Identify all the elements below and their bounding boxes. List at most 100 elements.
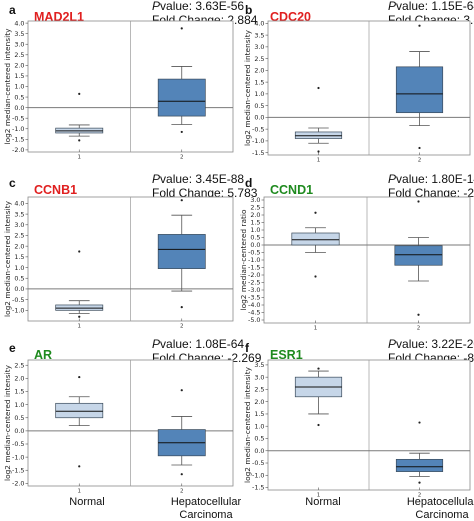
outlier-point [314, 211, 317, 214]
box-iqr [394, 245, 443, 266]
gene-name: CCNB1 [34, 183, 77, 197]
gene-name: AR [34, 348, 52, 362]
y-tick-label: 1.0 [254, 90, 264, 98]
y-tick-label: 0.0 [254, 447, 264, 455]
box-2 [157, 389, 206, 476]
outlier-point [314, 275, 317, 278]
p-value-text: value: 3.45E-88 [160, 172, 244, 186]
y-tick-label: -1.0 [12, 453, 24, 461]
p-label: P [388, 0, 396, 13]
box-1 [294, 86, 343, 153]
outlier-point [417, 200, 420, 203]
y-tick-label: -5.0 [248, 316, 260, 324]
y-tick-label: -1.5 [252, 484, 264, 492]
y-tick-label: 0.0 [14, 104, 24, 112]
box-2 [395, 421, 444, 484]
box-1 [55, 375, 104, 468]
box-2 [157, 27, 206, 134]
gene-name: ESR1 [270, 348, 303, 362]
box-iqr [157, 78, 206, 117]
y-tick-label: 3.0 [254, 373, 264, 381]
y-tick-label: 3.5 [254, 31, 264, 39]
y-tick-label: 1.0 [14, 401, 24, 409]
fold-change: Fold Change: -2.334 [388, 186, 474, 200]
y-tick-label: 0.5 [254, 102, 264, 110]
y-tick-label: -2.5 [248, 279, 260, 287]
y-tick-label: 1.5 [254, 78, 264, 86]
outlier-point [180, 389, 183, 392]
p-label: P [152, 0, 160, 13]
y-tick-label: -0.5 [12, 440, 24, 448]
p-value-text: value: 1.15E-64 [396, 0, 474, 13]
panel-label: f [245, 341, 250, 355]
y-tick-label: 1.5 [14, 388, 24, 396]
outlier-point [180, 130, 183, 134]
y-tick-label: -1.0 [252, 137, 264, 145]
outlier-point [417, 313, 420, 316]
y-tick-label: -3.0 [248, 286, 260, 294]
y-tick-label: 0.5 [14, 274, 24, 282]
outlier-point [180, 306, 183, 309]
p-label: P [152, 172, 160, 186]
fold-change: Fold Change: 5.783 [152, 186, 258, 200]
y-axis-label: log2 median-centered intensity [3, 28, 12, 145]
y-tick-label: 0.5 [14, 414, 24, 422]
y-tick-label: -2.0 [12, 146, 24, 154]
y-axis-label: log2 median-centered intensity [243, 29, 252, 146]
group-tick-label: 1 [78, 489, 82, 495]
box-iqr [157, 234, 206, 269]
outlier-point [418, 146, 421, 150]
y-tick-label: 2.0 [14, 242, 24, 250]
y-tick-label: 0.0 [14, 427, 24, 435]
box-1 [294, 367, 343, 427]
panel-label: e [9, 341, 16, 355]
outlier-point [418, 421, 421, 424]
y-tick-label: 2.0 [254, 67, 264, 75]
y-tick-label: -2.0 [248, 271, 260, 279]
gene-name: CCND1 [270, 183, 313, 197]
y-tick-label: 2.0 [254, 398, 264, 406]
outlier-point [78, 250, 81, 253]
y-tick-label: -1.0 [248, 256, 260, 264]
box-iqr [395, 458, 444, 472]
y-tick-label: 0.5 [14, 93, 24, 101]
p-value: Pvalue: 1.08E-64 [152, 337, 244, 351]
y-tick-label: 2.5 [254, 55, 264, 63]
p-value: Pvalue: 3.22E-20 [388, 337, 474, 351]
y-tick-label: 1.5 [250, 219, 260, 227]
y-tick-label: 2.0 [14, 375, 24, 383]
group-tick-label: 1 [78, 155, 82, 161]
box-2 [157, 199, 206, 309]
y-axis-label: log2 median-centered intensity [243, 366, 252, 483]
y-tick-label: -4.0 [248, 301, 260, 309]
group-tick-label: 2 [418, 493, 422, 499]
y-tick-label: 2.5 [14, 232, 24, 240]
y-tick-label: -0.5 [12, 114, 24, 122]
p-value-text: value: 1.08E-64 [160, 337, 244, 351]
y-tick-label: -1.5 [252, 149, 264, 157]
p-value-text: value: 3.63E-56 [160, 0, 244, 13]
outlier-point [317, 86, 320, 90]
outlier-point [317, 150, 320, 153]
y-tick-label: -0.5 [248, 249, 260, 257]
y-tick-label: -1.0 [252, 471, 264, 479]
y-tick-label: -0.5 [252, 125, 264, 133]
outlier-point [78, 139, 81, 142]
p-value: Pvalue: 3.45E-88 [152, 172, 244, 186]
y-tick-label: 1.5 [254, 410, 264, 418]
y-tick-label: -0.5 [12, 296, 24, 304]
outlier-point [418, 481, 421, 484]
y-tick-label: 0.5 [250, 234, 260, 242]
y-tick-label: 3.5 [254, 361, 264, 369]
group-tick-label: 2 [180, 489, 184, 495]
y-axis-label: log2 median-centered intensity [3, 364, 12, 481]
box-1 [55, 92, 104, 142]
box-2 [395, 24, 444, 150]
y-tick-label: 0.0 [14, 285, 24, 293]
gene-name: MAD2L1 [34, 10, 84, 24]
